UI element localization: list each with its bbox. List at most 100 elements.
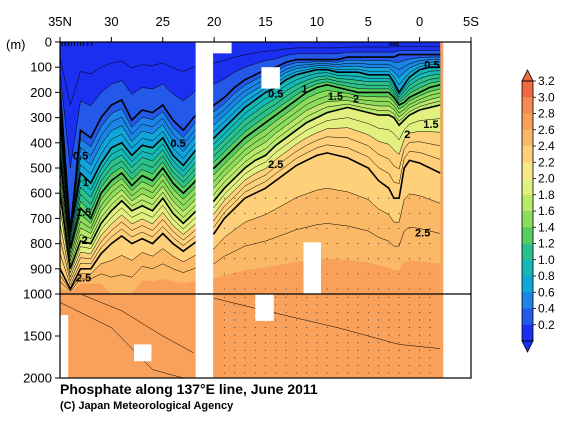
y-axis: 0 100 200 300 400 500 600 700 800 900 1000 1500 2000 (23, 35, 60, 386)
sample-dot (388, 327, 390, 329)
sample-dot (295, 311, 297, 314)
sample-dot (285, 296, 287, 298)
contour-label: 1.5 (423, 119, 438, 131)
contour-line (60, 187, 441, 291)
colorbar-swatch (522, 97, 533, 114)
sample-dot (326, 273, 328, 275)
sample-dot (326, 227, 328, 230)
sample-dot (264, 342, 267, 344)
colorbar-swatch (522, 259, 533, 277)
sample-dot (398, 357, 400, 359)
sample-dot (336, 364, 338, 366)
sample-dot (295, 372, 297, 374)
sample-dot (408, 319, 410, 321)
colorbar-label: 0.6 (538, 285, 555, 299)
sample-dot (244, 258, 246, 260)
sample-dot (295, 273, 297, 275)
sample-dot (306, 227, 308, 230)
sample-dot (347, 296, 349, 298)
sample-dot (264, 357, 267, 359)
sample-dot (306, 357, 308, 359)
sample-dot (347, 334, 349, 336)
sample-dot (429, 334, 431, 336)
missing-data-gap (261, 67, 280, 89)
sample-dot (264, 243, 267, 245)
sample-dot (244, 364, 246, 366)
sample-dot (223, 349, 225, 351)
sample-dot (419, 327, 421, 329)
y-tick-label: 0 (45, 35, 52, 50)
contour-line (60, 152, 441, 291)
sample-dot (429, 197, 431, 199)
sample-dot (336, 357, 338, 359)
sample-dot (234, 319, 236, 321)
sample-dot (408, 288, 410, 290)
sample-dot (264, 227, 267, 230)
colorbar-label: 0.8 (538, 269, 555, 283)
sample-dot (234, 327, 236, 329)
colorbar-label: 2.6 (538, 123, 555, 137)
sample-dot (264, 212, 267, 214)
colorbar-label: 1.4 (538, 220, 555, 234)
sample-dot (398, 334, 400, 336)
sample-dot (347, 227, 349, 230)
sample-dot (377, 334, 380, 336)
sample-dot (306, 319, 308, 321)
sample-dot (367, 296, 369, 298)
sample-dot (316, 319, 318, 321)
sample-dot (336, 349, 338, 351)
sample-dot (398, 311, 400, 314)
sample-dot (347, 357, 349, 359)
sample-dot (398, 364, 400, 366)
sample-dot (357, 319, 359, 321)
contour-label: 2.5 (76, 273, 91, 285)
sample-dot (429, 212, 431, 214)
sample-dot (398, 296, 400, 298)
sample-dot (419, 357, 421, 359)
sample-dot (316, 311, 318, 314)
sample-dot (316, 304, 318, 306)
sample-dot (234, 334, 236, 336)
y-tick-label: 900 (30, 261, 52, 276)
sample-dot (295, 342, 297, 344)
sample-dot (377, 296, 380, 298)
sample-dot (234, 296, 236, 298)
sample-dot (367, 357, 369, 359)
contour-labels: 0.5 0.5 0.5 0.5 1 1.5 2 1.5 2 1 1.5 2 2.5 2.5 2.5 (73, 60, 440, 285)
sample-dot (388, 364, 390, 366)
sample-dot (419, 227, 421, 230)
contour-line (80, 293, 194, 354)
sample-dot (388, 334, 390, 336)
sample-dot (367, 197, 369, 199)
contour-label: 1 (301, 84, 307, 96)
sample-dot (388, 273, 390, 275)
sample-dot (377, 288, 380, 290)
sample-dot (367, 349, 369, 351)
sample-dot (388, 296, 390, 298)
sample-dot (234, 372, 236, 374)
sample-dot (316, 357, 318, 359)
credit-line: (C) Japan Meteorological Agency (60, 400, 234, 412)
sample-dot (223, 357, 225, 359)
sample-dot (367, 273, 369, 275)
sample-dot (367, 212, 369, 214)
sample-dot (419, 372, 421, 374)
sample-dot (429, 288, 431, 290)
sample-dot (275, 304, 277, 306)
sample-dot (388, 304, 390, 306)
colorbar-swatch (522, 243, 533, 261)
x-tick-label: 5 (365, 14, 372, 29)
sample-dot (223, 364, 225, 366)
colorbar-label: 1.2 (538, 237, 555, 251)
sample-dot (357, 327, 359, 329)
colorbar-label: 3.2 (538, 74, 555, 88)
y-tick-label: 600 (30, 186, 52, 201)
colorbar-swatch (522, 276, 533, 293)
colorbar-label: 0.4 (538, 302, 555, 316)
sample-dot (275, 364, 277, 366)
sample-dot (295, 212, 297, 214)
contour-label: 0.5 (73, 150, 88, 162)
sample-dot (254, 197, 256, 199)
sample-dot (367, 334, 369, 336)
sample-dot (244, 349, 246, 351)
